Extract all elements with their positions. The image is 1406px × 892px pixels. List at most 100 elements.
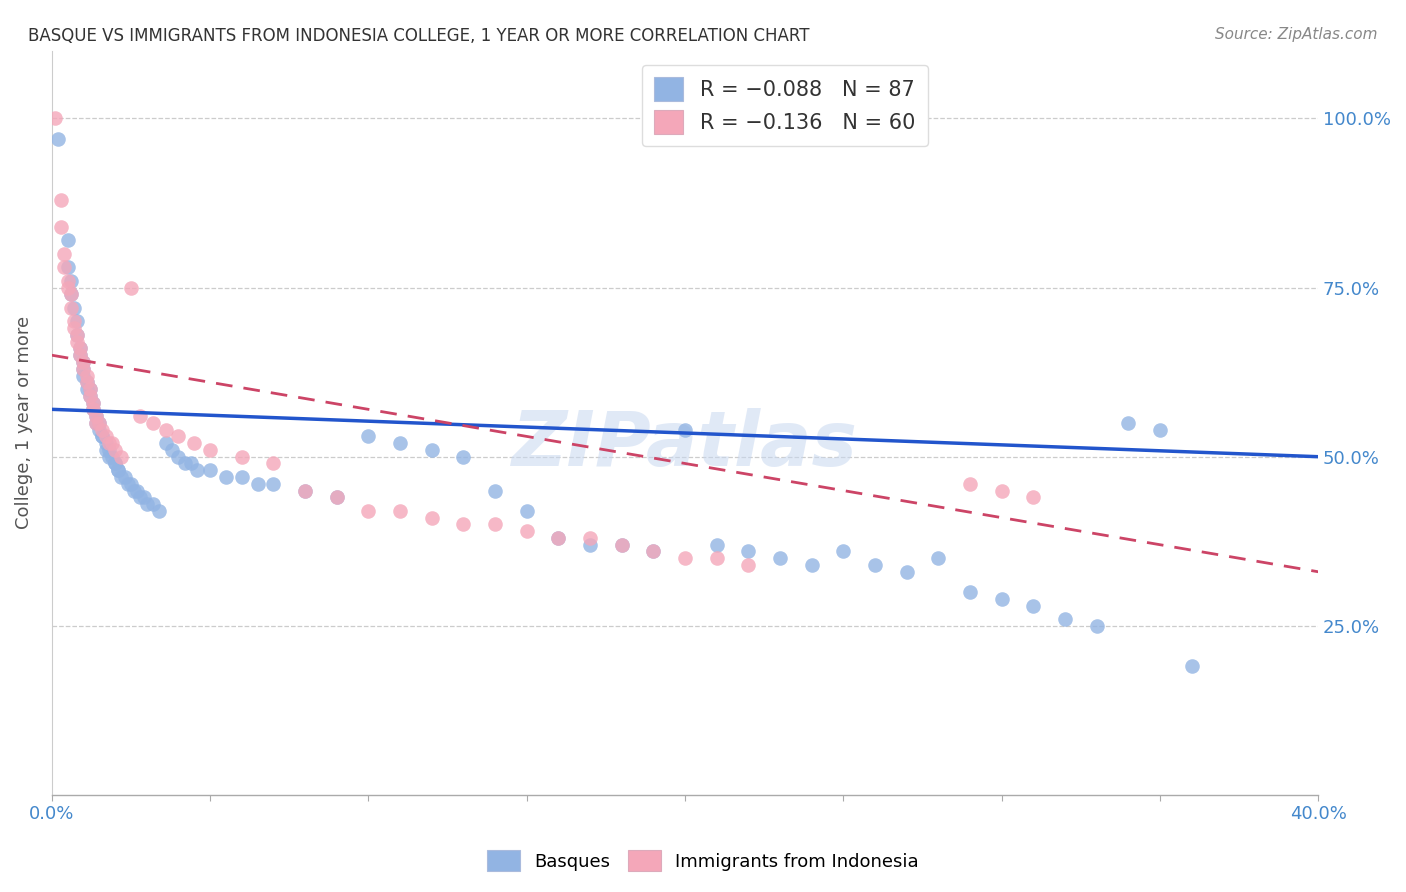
Point bbox=[72, 361, 94, 376]
Point bbox=[129, 409, 152, 423]
Point bbox=[72, 355, 94, 369]
Point bbox=[927, 551, 949, 566]
Point bbox=[84, 416, 107, 430]
Point bbox=[1085, 619, 1108, 633]
Point bbox=[69, 348, 91, 362]
Point bbox=[706, 538, 728, 552]
Point bbox=[896, 565, 918, 579]
Point bbox=[76, 376, 98, 390]
Legend: Basques, Immigrants from Indonesia: Basques, Immigrants from Indonesia bbox=[479, 843, 927, 879]
Point bbox=[53, 246, 76, 260]
Point bbox=[44, 112, 66, 126]
Point bbox=[91, 423, 114, 437]
Point bbox=[673, 423, 696, 437]
Point bbox=[198, 463, 221, 477]
Point bbox=[101, 450, 124, 464]
Point bbox=[1022, 599, 1045, 613]
Point bbox=[167, 450, 190, 464]
Point bbox=[180, 457, 202, 471]
Point bbox=[84, 416, 107, 430]
Point bbox=[643, 544, 665, 558]
Point bbox=[79, 389, 101, 403]
Point bbox=[51, 193, 73, 207]
Point bbox=[82, 402, 104, 417]
Point bbox=[262, 457, 284, 471]
Point bbox=[388, 436, 411, 450]
Point bbox=[107, 463, 129, 477]
Point bbox=[1053, 612, 1076, 626]
Point bbox=[388, 504, 411, 518]
Point bbox=[63, 321, 86, 335]
Point bbox=[167, 429, 190, 443]
Point bbox=[63, 301, 86, 315]
Point bbox=[484, 517, 506, 532]
Point bbox=[72, 355, 94, 369]
Point bbox=[484, 483, 506, 498]
Legend: R = −0.088   N = 87, R = −0.136   N = 60: R = −0.088 N = 87, R = −0.136 N = 60 bbox=[641, 65, 928, 146]
Point bbox=[69, 348, 91, 362]
Point bbox=[215, 470, 238, 484]
Point bbox=[82, 395, 104, 409]
Point bbox=[56, 280, 79, 294]
Point bbox=[56, 260, 79, 275]
Point bbox=[769, 551, 792, 566]
Point bbox=[453, 450, 475, 464]
Point bbox=[120, 280, 142, 294]
Point bbox=[294, 483, 316, 498]
Point bbox=[69, 342, 91, 356]
Point bbox=[325, 491, 347, 505]
Point bbox=[863, 558, 886, 572]
Point bbox=[59, 287, 82, 301]
Text: ZIPatlas: ZIPatlas bbox=[512, 409, 858, 483]
Point bbox=[117, 476, 139, 491]
Point bbox=[132, 491, 155, 505]
Text: Source: ZipAtlas.com: Source: ZipAtlas.com bbox=[1215, 27, 1378, 42]
Point bbox=[76, 376, 98, 390]
Point bbox=[142, 416, 165, 430]
Point bbox=[97, 436, 120, 450]
Point bbox=[579, 531, 602, 545]
Point bbox=[959, 476, 981, 491]
Point bbox=[246, 476, 269, 491]
Point bbox=[262, 476, 284, 491]
Point bbox=[547, 531, 569, 545]
Point bbox=[148, 504, 170, 518]
Point bbox=[91, 429, 114, 443]
Point bbox=[97, 442, 120, 457]
Point bbox=[122, 483, 145, 498]
Point bbox=[89, 416, 111, 430]
Point bbox=[79, 382, 101, 396]
Point bbox=[72, 361, 94, 376]
Point bbox=[46, 131, 69, 145]
Point bbox=[84, 409, 107, 423]
Point bbox=[800, 558, 823, 572]
Point bbox=[110, 470, 132, 484]
Point bbox=[127, 483, 149, 498]
Point bbox=[66, 327, 89, 342]
Text: BASQUE VS IMMIGRANTS FROM INDONESIA COLLEGE, 1 YEAR OR MORE CORRELATION CHART: BASQUE VS IMMIGRANTS FROM INDONESIA COLL… bbox=[28, 27, 810, 45]
Point bbox=[990, 483, 1012, 498]
Point bbox=[59, 274, 82, 288]
Point bbox=[294, 483, 316, 498]
Point bbox=[420, 442, 443, 457]
Point bbox=[51, 219, 73, 234]
Point bbox=[56, 233, 79, 247]
Point bbox=[643, 544, 665, 558]
Point bbox=[610, 538, 633, 552]
Point bbox=[101, 436, 124, 450]
Point bbox=[420, 510, 443, 524]
Point bbox=[76, 382, 98, 396]
Point bbox=[89, 416, 111, 430]
Point bbox=[59, 287, 82, 301]
Point bbox=[198, 442, 221, 457]
Point bbox=[114, 470, 136, 484]
Point bbox=[1149, 423, 1171, 437]
Point bbox=[155, 436, 177, 450]
Point bbox=[231, 450, 253, 464]
Point bbox=[453, 517, 475, 532]
Point bbox=[547, 531, 569, 545]
Point bbox=[53, 260, 76, 275]
Point bbox=[706, 551, 728, 566]
Point bbox=[79, 382, 101, 396]
Point bbox=[97, 450, 120, 464]
